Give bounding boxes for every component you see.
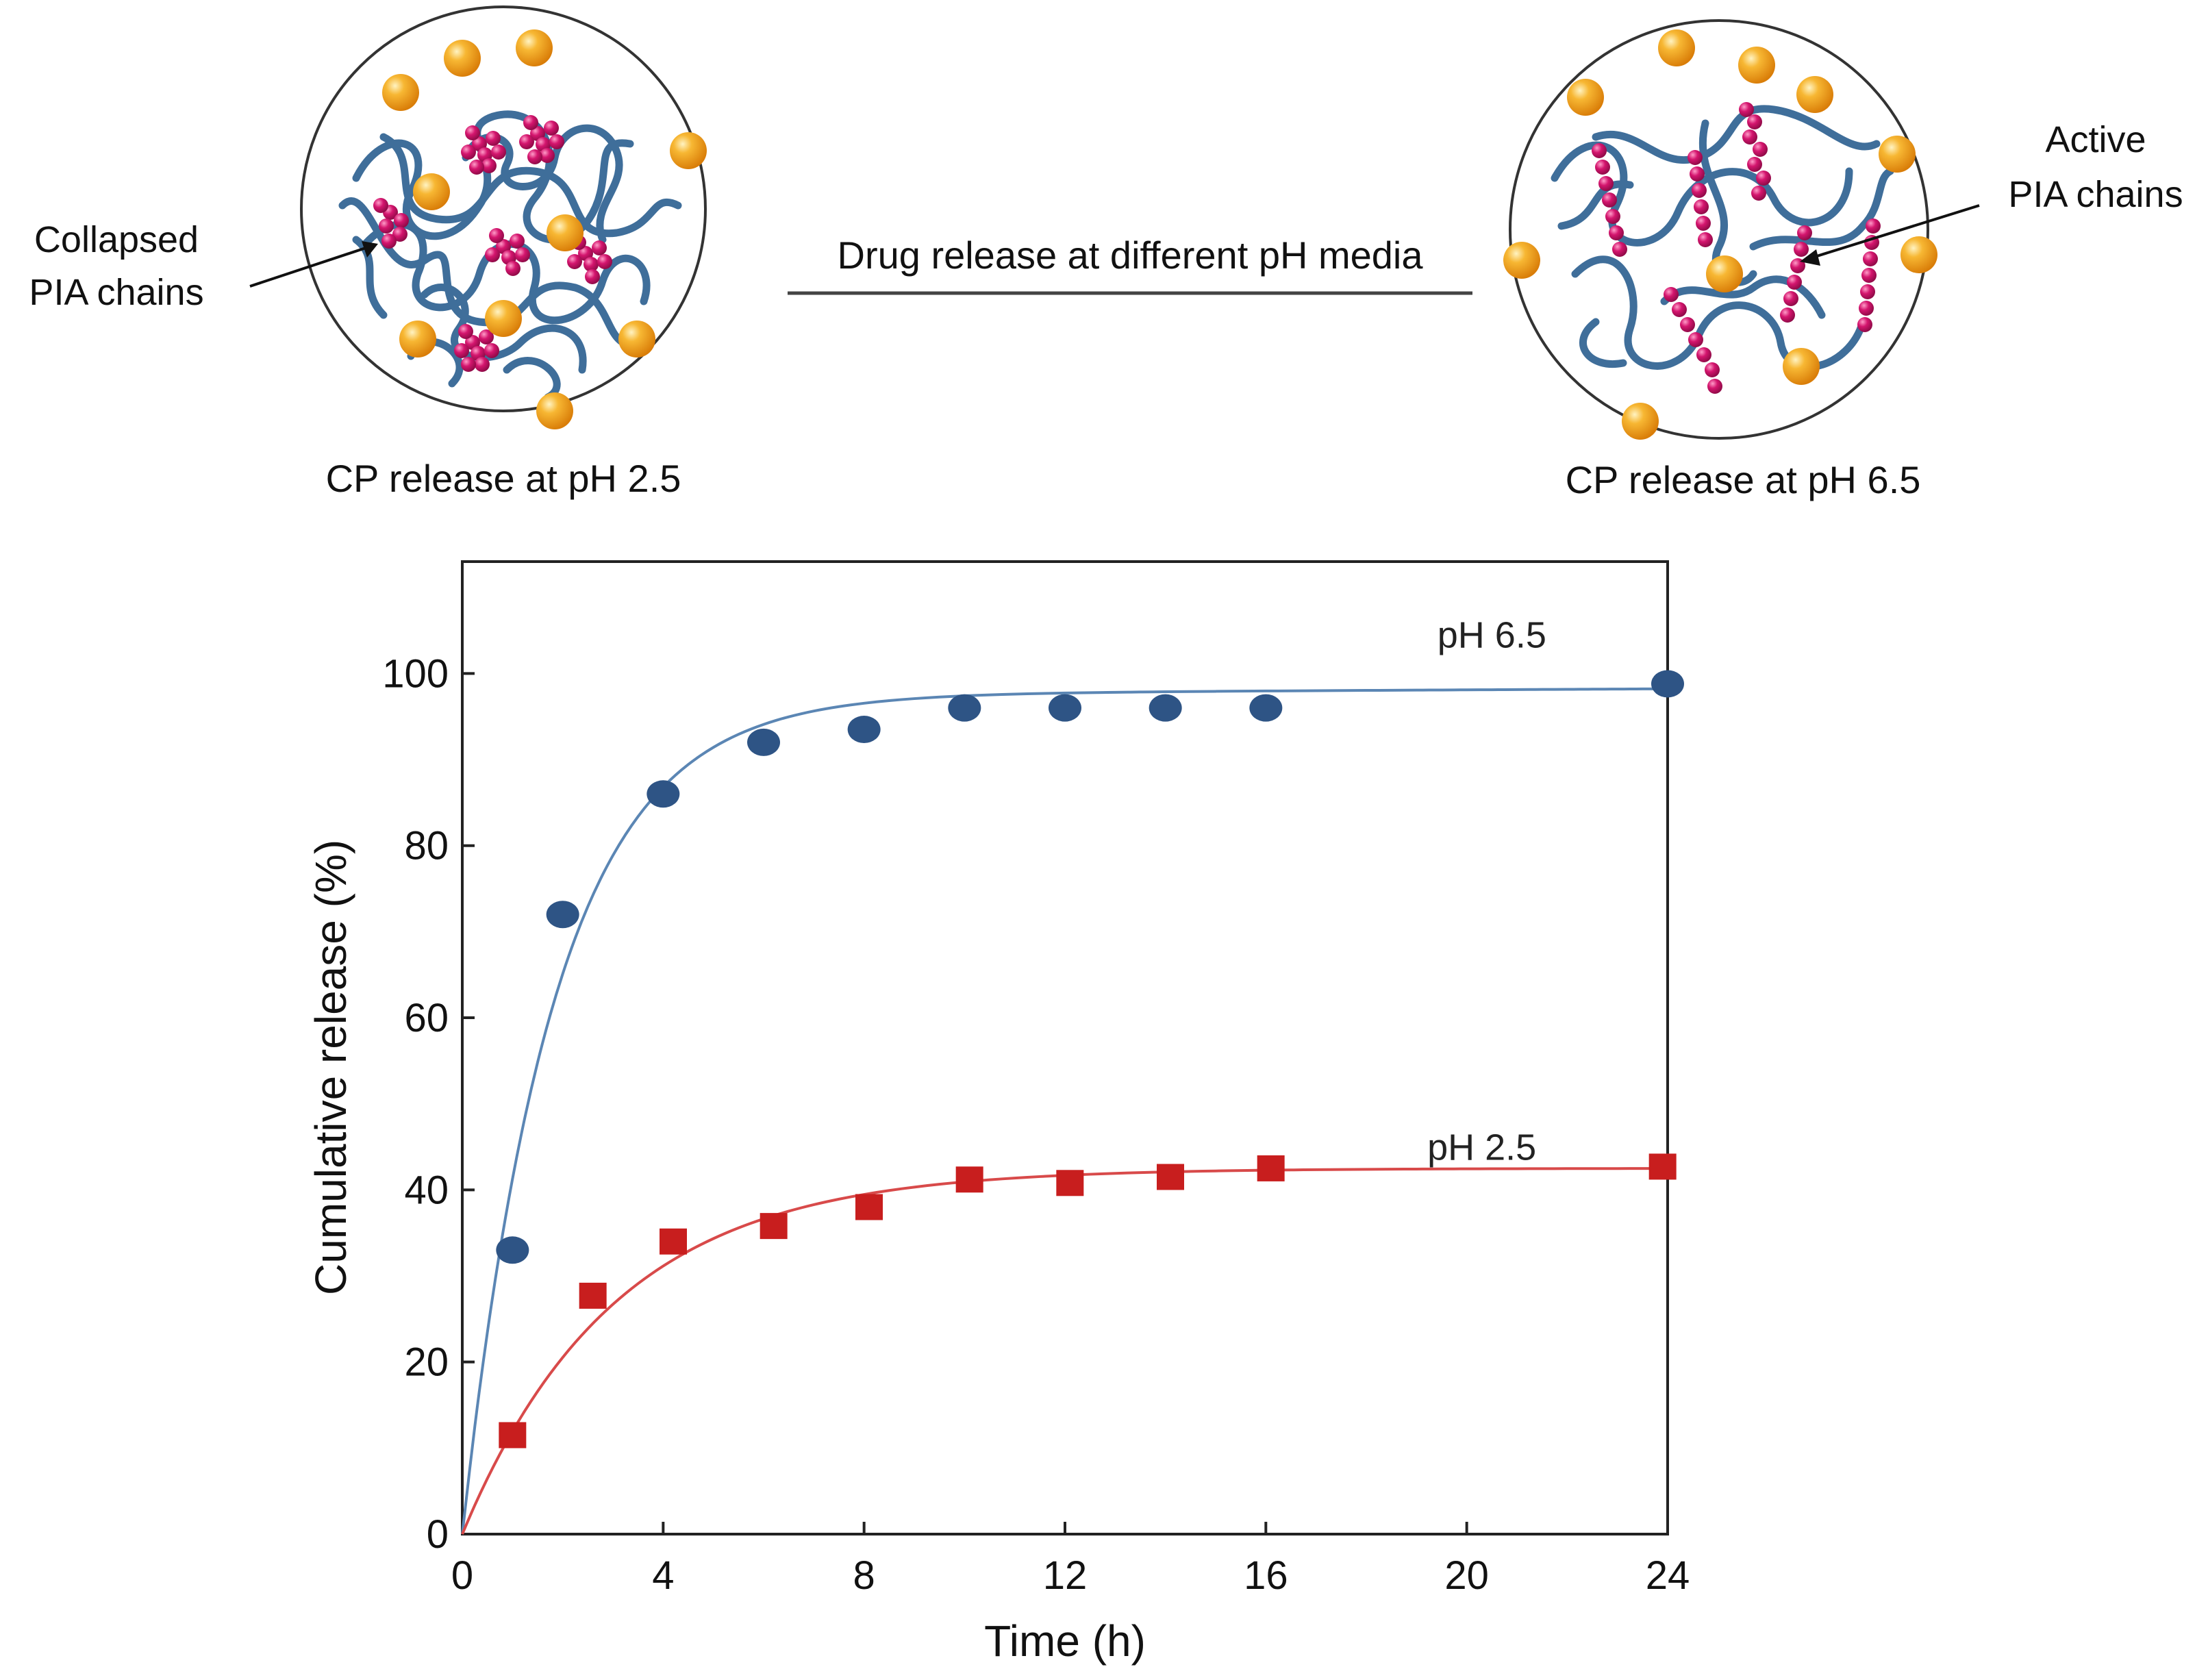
data-point-ph65 — [747, 728, 780, 756]
fit-curves — [461, 687, 1668, 1535]
data-point-ph25 — [855, 1194, 883, 1220]
data-point-ph65 — [948, 694, 981, 722]
x-tick-label: 20 — [1444, 1553, 1489, 1598]
data-point-ph25 — [1648, 1153, 1677, 1180]
data-point-ph65 — [1049, 694, 1081, 722]
right-nanoparticle — [1503, 19, 1937, 440]
data-point-ph25 — [955, 1166, 983, 1193]
left-annotation-line-1: Collapsed — [34, 219, 199, 260]
x-tick-label: 12 — [1043, 1553, 1088, 1598]
x-tick-label: 24 — [1646, 1553, 1690, 1598]
data-point-ph65 — [1249, 694, 1283, 722]
center-label: Drug release at different pH media — [838, 234, 1424, 277]
y-tick-label: 100 — [382, 651, 449, 696]
data-point-ph25 — [1157, 1164, 1184, 1190]
data-point-ph25 — [1257, 1155, 1285, 1181]
left-annotation: Collapsed PIA chains — [29, 219, 378, 313]
data-point-ph25 — [760, 1213, 788, 1240]
right-annotation: Active PIA chains — [1800, 119, 2183, 266]
y-axis-label: Cumulative release (%) — [306, 840, 355, 1295]
y-tick-label: 0 — [427, 1512, 449, 1557]
left-collapsed-pia-beads — [373, 115, 612, 372]
right-active-pia-chains — [1592, 102, 1881, 394]
x-axis-ticks: 0 4 8 12 16 20 24 — [451, 1522, 1690, 1598]
data-point-ph65 — [496, 1236, 529, 1264]
data-point-ph65 — [1651, 670, 1684, 698]
left-drug-particles — [382, 29, 707, 429]
data-point-ph25 — [579, 1282, 607, 1309]
right-drug-particles — [1503, 29, 1937, 440]
x-tick-label: 8 — [853, 1553, 875, 1598]
right-particle-outline — [1509, 19, 1929, 440]
center-transition: Drug release at different pH media — [788, 234, 1472, 295]
release-chart: 0 20 40 60 80 100 0 4 8 12 16 20 24 pH 6.5 pH 2.5 Cu… — [306, 560, 1690, 1666]
data-point-ph25 — [1056, 1170, 1084, 1196]
x-tick-label: 4 — [652, 1553, 674, 1598]
fit-curve-ph25 — [461, 1167, 1668, 1535]
right-annotation-line-1: Active — [2045, 119, 2146, 160]
left-annotation-arrow — [249, 245, 371, 288]
y-tick-label: 60 — [404, 996, 449, 1040]
y-tick-label: 80 — [404, 824, 449, 868]
y-axis-ticks: 0 20 40 60 80 100 — [382, 651, 475, 1557]
left-nanoparticle — [300, 5, 707, 429]
x-axis-label: Time (h) — [984, 1616, 1146, 1666]
right-annotation-line-2: PIA chains — [2008, 174, 2183, 215]
fit-curve-ph65 — [461, 687, 1668, 1535]
data-point-ph65 — [1149, 694, 1182, 722]
series-labels: pH 6.5 pH 2.5 — [1427, 615, 1546, 1168]
x-tick-label: 0 — [451, 1553, 473, 1598]
series-label: pH 2.5 — [1427, 1127, 1536, 1168]
right-caption: CP release at pH 6.5 — [1566, 458, 1921, 501]
data-point-ph65 — [546, 901, 579, 929]
data-point-ph25 — [660, 1228, 687, 1255]
y-tick-label: 40 — [404, 1168, 449, 1212]
data-point-ph65 — [847, 716, 881, 744]
right-annotation-arrow — [1807, 204, 1980, 260]
y-tick-label: 20 — [404, 1340, 449, 1385]
left-annotation-line-2: PIA chains — [29, 272, 203, 313]
left-caption: CP release at pH 2.5 — [326, 457, 681, 500]
data-point-ph65 — [647, 780, 680, 808]
data-point-ph25 — [499, 1422, 527, 1449]
series-label: pH 6.5 — [1438, 615, 1546, 656]
x-tick-label: 16 — [1244, 1553, 1288, 1598]
right-annotation-arrowhead — [1800, 249, 1820, 266]
data-markers — [496, 670, 1684, 1449]
left-annotation-arrowhead — [362, 241, 378, 258]
